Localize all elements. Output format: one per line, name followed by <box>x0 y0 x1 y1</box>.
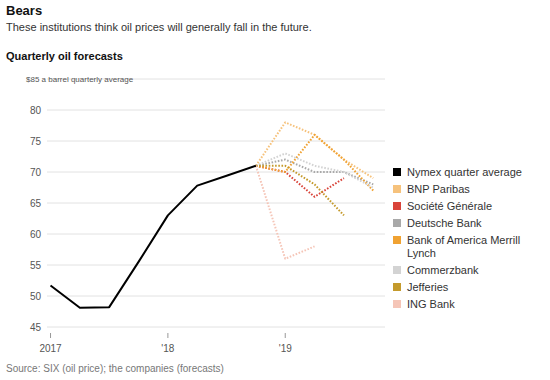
series-line <box>256 135 373 191</box>
grid-line <box>47 203 385 204</box>
legend-line: Société Générale <box>407 200 492 212</box>
legend-swatch <box>393 219 401 227</box>
axis-label: Quarterly oil forecasts <box>6 50 123 62</box>
series-line <box>256 153 373 187</box>
legend-line: Jefferies <box>407 281 449 293</box>
legend-swatch <box>393 283 401 291</box>
legend-label: Deutsche Bank <box>407 217 482 229</box>
legend-swatch <box>393 266 401 274</box>
tick-label: '18 <box>161 343 174 354</box>
plot-area <box>51 122 374 307</box>
tick-label: 45 <box>30 322 42 333</box>
legend-swatch <box>393 202 401 210</box>
grid-line <box>47 265 385 266</box>
source: Source: SIX (oil price); the companies (… <box>6 363 224 374</box>
legend-line: ING Bank <box>407 298 455 310</box>
legend-label: Nymex quarter average <box>407 166 522 178</box>
legend-line: Commerzbank <box>407 264 479 276</box>
tick-label: 50 <box>30 291 42 302</box>
title: Bears <box>6 3 42 18</box>
grid-line <box>47 327 385 328</box>
legend-line: Nymex quarter average <box>407 166 522 178</box>
legend-swatch <box>393 185 401 193</box>
legend-line: BNP Paribas <box>407 183 470 195</box>
tick-label: 55 <box>30 260 42 271</box>
legend-label: Bank of America MerrillLynch <box>407 234 520 259</box>
tick-label: 70 <box>30 167 42 178</box>
grid-line <box>47 296 385 297</box>
legend-line: Lynch <box>407 247 436 259</box>
legend-label: ING Bank <box>407 298 455 310</box>
tick-label: 60 <box>30 229 42 240</box>
tick-label: '19 <box>279 343 292 354</box>
grid-line <box>47 110 385 111</box>
series-line <box>256 122 373 178</box>
tick-mark <box>167 333 168 338</box>
legend-swatch <box>393 168 401 176</box>
series-line <box>51 166 256 308</box>
tick-label: 80 <box>30 105 42 116</box>
legend-line: Bank of America Merrill <box>407 234 520 246</box>
series-line <box>256 166 344 216</box>
grid-line <box>47 141 385 142</box>
legend-label: BNP Paribas <box>407 183 470 195</box>
grid-line <box>47 234 385 235</box>
subtitle: These institutions think oil prices will… <box>6 21 312 33</box>
tick-mark <box>285 333 286 338</box>
tick-label: 75 <box>30 136 42 147</box>
tick-label: $85 a barrel quarterly average <box>26 75 134 84</box>
legend-label: Jefferies <box>407 281 449 293</box>
tick-mark <box>50 333 51 338</box>
legend-swatch <box>393 300 401 308</box>
legend-line: Deutsche Bank <box>407 217 482 229</box>
tick-label: 65 <box>30 198 42 209</box>
legend-swatch <box>393 236 401 244</box>
series-line <box>256 166 344 197</box>
legend-label: Société Générale <box>407 200 492 212</box>
series-line <box>256 160 373 185</box>
series-line <box>256 166 315 259</box>
legend-label: Commerzbank <box>407 264 479 276</box>
tick-label: 2017 <box>39 343 62 354</box>
